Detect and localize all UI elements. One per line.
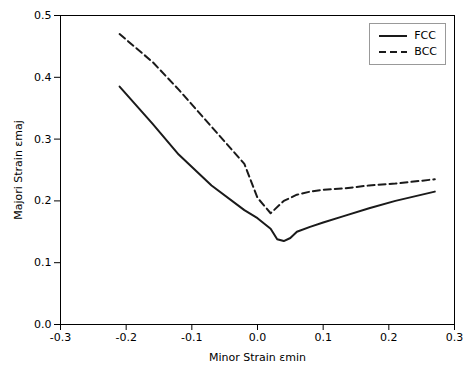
svg-text:0.5: 0.5 [34,9,52,22]
svg-text:Majori Strain εmaj: Majori Strain εmaj [12,120,25,220]
svg-text:0.3: 0.3 [446,331,464,344]
svg-text:Minor Strain εmin: Minor Strain εmin [209,351,306,364]
svg-text:-0.3: -0.3 [50,331,71,344]
svg-text:0.4: 0.4 [34,71,52,84]
html-text:FCC: FCC [414,29,436,42]
html-text:BCC: BCC [414,45,437,58]
svg-text:-0.2: -0.2 [115,331,136,344]
svg-text:0.2: 0.2 [380,331,398,344]
svg-text:0.2: 0.2 [34,194,52,207]
svg-text:0.3: 0.3 [34,133,52,146]
svg-text:0.1: 0.1 [314,331,332,344]
svg-text:0.1: 0.1 [34,256,52,269]
svg-text:0.0: 0.0 [34,318,52,331]
svg-text:-0.1: -0.1 [181,331,202,344]
svg-text:0.0: 0.0 [249,331,267,344]
